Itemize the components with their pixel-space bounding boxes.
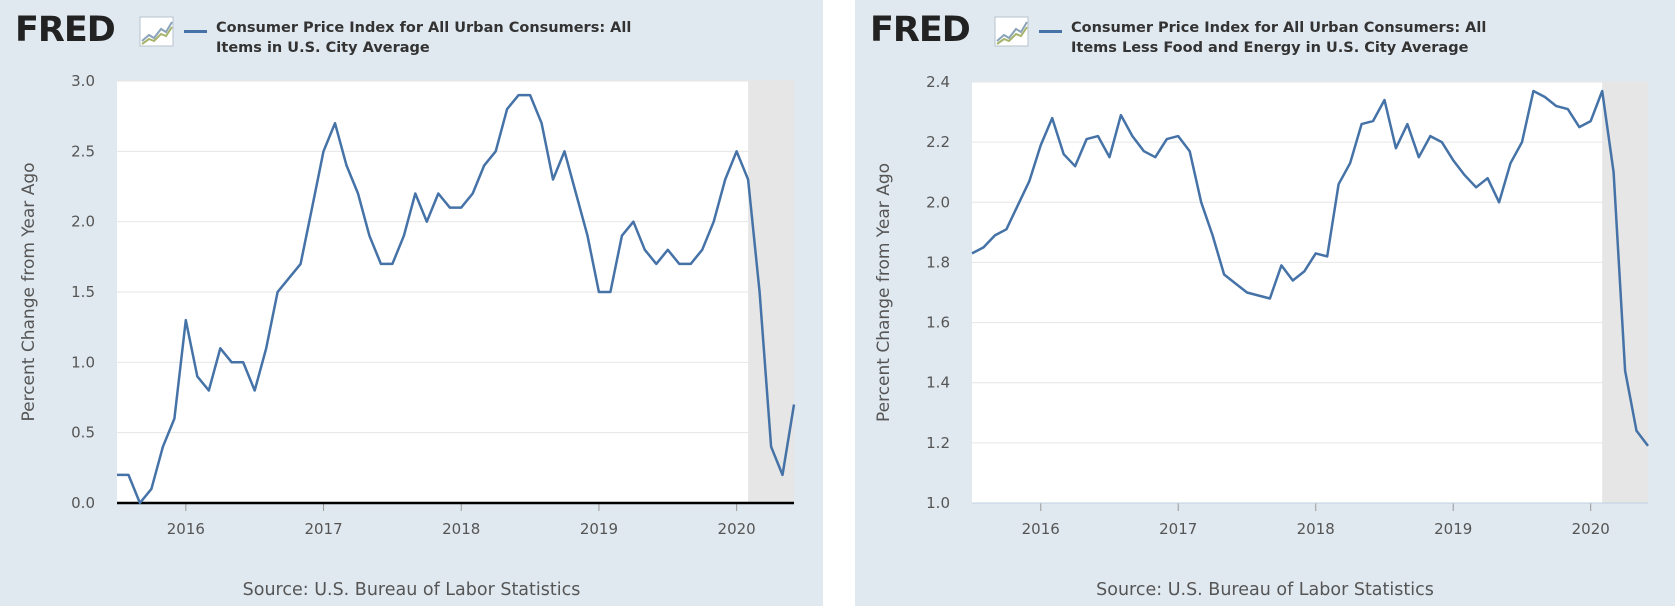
fred-logo-text: FRED [15, 10, 116, 50]
y-tick-label: 0.5 [71, 424, 95, 442]
fred-logo[interactable]: FRED [15, 10, 174, 50]
y-tick-label: 1.4 [926, 374, 950, 392]
legend-series-label: Consumer Price Index for All Urban Consu… [216, 20, 632, 56]
y-tick-label: 1.5 [71, 283, 95, 301]
y-tick-label: 1.6 [926, 314, 950, 332]
legend-series-swatch [184, 30, 207, 33]
y-tick-label: 1.2 [926, 434, 950, 452]
legend-series-swatch [1039, 30, 1062, 33]
fred-logo-text: FRED [870, 10, 971, 50]
x-tick-label: 2019 [1434, 520, 1472, 538]
fred-graph-icon [139, 16, 174, 47]
y-tick-label: 2.5 [71, 142, 95, 160]
y-tick-label: 2.4 [926, 73, 950, 91]
x-tick-label: 2017 [1159, 520, 1197, 538]
chart-panel-left: FRED Consumer Price Index for All Urban … [0, 0, 823, 606]
x-tick-label: 2019 [580, 520, 618, 538]
y-tick-label: 1.8 [926, 253, 950, 271]
y-tick-label: 2.0 [926, 193, 950, 211]
x-tick-label: 2018 [1297, 520, 1335, 538]
source-note: Source: U.S. Bureau of Labor Statistics [242, 580, 581, 600]
x-tick-label: 2018 [442, 520, 480, 538]
line-chart: 0.0 0.5 1.0 1.5 2.0 2.5 3.0 2016 2017 2018 2019 202… [19, 72, 796, 538]
y-tick-label: 2.0 [71, 213, 95, 231]
y-tick-label: 2.2 [926, 133, 950, 151]
y-tick-label: 1.0 [926, 494, 950, 512]
x-tick-label: 2017 [304, 520, 342, 538]
y-tick-label: 0.0 [71, 494, 95, 512]
x-tick-label: 2016 [167, 520, 205, 538]
y-axis-title: Percent Change from Year Ago [874, 163, 894, 422]
y-tick-label: 3.0 [71, 72, 95, 90]
legend-series-label: Consumer Price Index for All Urban Consu… [1071, 20, 1487, 56]
fred-logo[interactable]: FRED [870, 10, 1029, 50]
source-note: Source: U.S. Bureau of Labor Statistics [1096, 580, 1434, 600]
plot-area [972, 82, 1648, 503]
y-tick-label: 1.0 [71, 353, 95, 371]
x-tick-label: 2020 [718, 520, 756, 538]
fred-graph-icon [994, 16, 1029, 47]
x-tick-label: 2016 [1022, 520, 1060, 538]
y-axis-title: Percent Change from Year Ago [19, 162, 39, 421]
line-chart: 1.0 1.2 1.4 1.6 1.8 2.0 2.2 2.4 2016 2017 2018 2019… [874, 73, 1649, 538]
series-line [117, 93, 796, 505]
chart-panel-right: FRED Consumer Price Index for All Urban … [855, 0, 1675, 606]
series-line [971, 89, 1649, 447]
panel-gap [823, 0, 855, 606]
x-tick-label: 2020 [1572, 520, 1610, 538]
